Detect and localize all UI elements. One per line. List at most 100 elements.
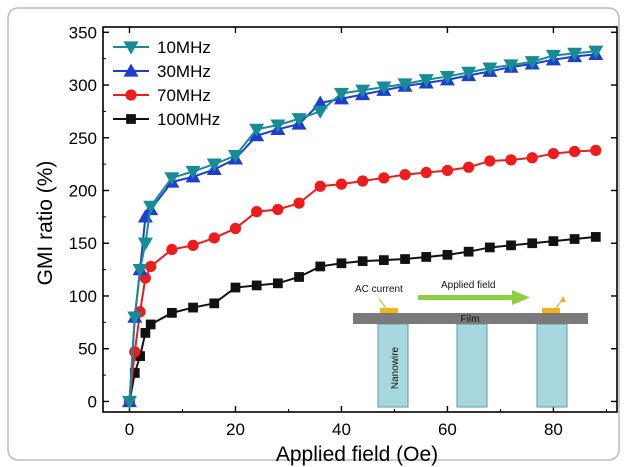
data-point: [524, 56, 540, 70]
data-point: [272, 278, 283, 289]
data-point: [126, 114, 136, 124]
plot-area: 0 20 40 60 80 0 50 100 150 200 250 300 350: [69, 23, 618, 439]
data-point: [145, 260, 157, 273]
data-point: [463, 161, 475, 173]
data-point: [229, 222, 242, 235]
data-point: [187, 239, 199, 251]
data-point: [545, 49, 561, 63]
data-point: [505, 154, 517, 166]
data-point: [185, 165, 201, 180]
nanowire-pillar: [377, 323, 409, 408]
legend-label: 10MHz: [157, 38, 211, 57]
data-point: [208, 232, 220, 244]
data-point: [206, 158, 222, 172]
data-point: [251, 205, 263, 218]
data-point: [484, 155, 496, 167]
data-point: [333, 87, 349, 101]
data-point: [442, 249, 453, 260]
x-axis-label: Applied field (Oe): [276, 443, 438, 466]
y-tick-label: 200: [69, 181, 97, 200]
data-point: [249, 123, 265, 137]
data-point: [230, 282, 241, 293]
data-point: [143, 200, 159, 214]
data-point: [336, 258, 347, 269]
data-point: [137, 237, 153, 251]
data-point: [461, 66, 477, 80]
y-tick-label: 150: [69, 234, 97, 253]
data-point: [482, 62, 498, 76]
data-point: [548, 236, 559, 246]
data-point: [590, 232, 601, 242]
data-point: [376, 81, 392, 95]
data-point: [527, 238, 538, 249]
plot-frame: [102, 26, 618, 413]
nanowire-pillar: [536, 323, 568, 408]
data-point: [270, 119, 286, 133]
data-point: [335, 178, 348, 190]
legend-label: 100MHz: [157, 110, 220, 129]
x-tick-label: 80: [544, 420, 563, 439]
applied-field-label: Applied field: [441, 280, 495, 291]
data-point: [121, 395, 137, 409]
x-tick-label: 40: [332, 420, 351, 439]
data-point: [188, 302, 198, 313]
data-point: [140, 328, 151, 338]
data-point: [355, 84, 371, 98]
data-point: [590, 144, 602, 157]
legend: 10MHz 30MHz 70MHz 100MHz: [113, 38, 220, 129]
x-tick-label: 60: [438, 420, 457, 439]
x-tick-label: 20: [226, 420, 245, 439]
data-point: [397, 78, 413, 92]
x-tick-label: 0: [125, 420, 134, 439]
data-point: [209, 298, 220, 309]
series-10mhz: [121, 45, 604, 409]
data-point: [567, 47, 583, 61]
ac-contact-left: [380, 308, 398, 313]
y-tick-label: 0: [88, 392, 97, 411]
y-axis-label: GMI ratio (%): [34, 161, 57, 286]
data-point: [588, 45, 604, 59]
ac-lead-left: [378, 298, 387, 309]
data-point: [129, 346, 141, 358]
data-point: [312, 95, 328, 109]
ac-lead-arrowhead: [560, 296, 566, 302]
data-point: [463, 246, 474, 257]
field-arrow-shaft: [418, 295, 514, 300]
data-point: [441, 164, 454, 177]
y-tick-label: 50: [78, 340, 97, 359]
data-point: [400, 254, 410, 264]
data-point: [526, 152, 538, 164]
data-point: [139, 272, 152, 284]
data-point: [503, 59, 519, 73]
data-point: [568, 145, 581, 158]
y-tick-label: 350: [69, 23, 97, 42]
y-tick-label: 250: [69, 129, 97, 148]
inset-diagram: Film Nanowire AC current Applied field: [353, 280, 588, 408]
data-point: [227, 150, 243, 164]
data-point: [167, 307, 177, 318]
data-point: [439, 70, 455, 85]
data-marks: [121, 45, 604, 409]
data-point: [314, 180, 326, 192]
ac-current-label: AC current: [355, 284, 403, 295]
data-point: [294, 272, 304, 282]
legend-label: 70MHz: [157, 86, 211, 105]
ac-contact-right: [542, 308, 560, 313]
data-point: [135, 351, 145, 361]
data-point: [357, 175, 369, 187]
nanowire-label: Nanowire: [390, 346, 401, 389]
data-point: [506, 240, 516, 251]
film-layer: [353, 313, 588, 324]
data-point: [378, 172, 390, 184]
data-point: [421, 252, 432, 262]
data-point: [357, 256, 368, 267]
data-point: [484, 242, 495, 253]
field-arrow-head: [512, 290, 530, 305]
data-point: [399, 169, 411, 181]
data-point: [291, 113, 307, 127]
data-point: [547, 147, 560, 160]
data-point: [312, 105, 328, 119]
data-point: [129, 368, 140, 378]
data-point: [166, 243, 178, 256]
